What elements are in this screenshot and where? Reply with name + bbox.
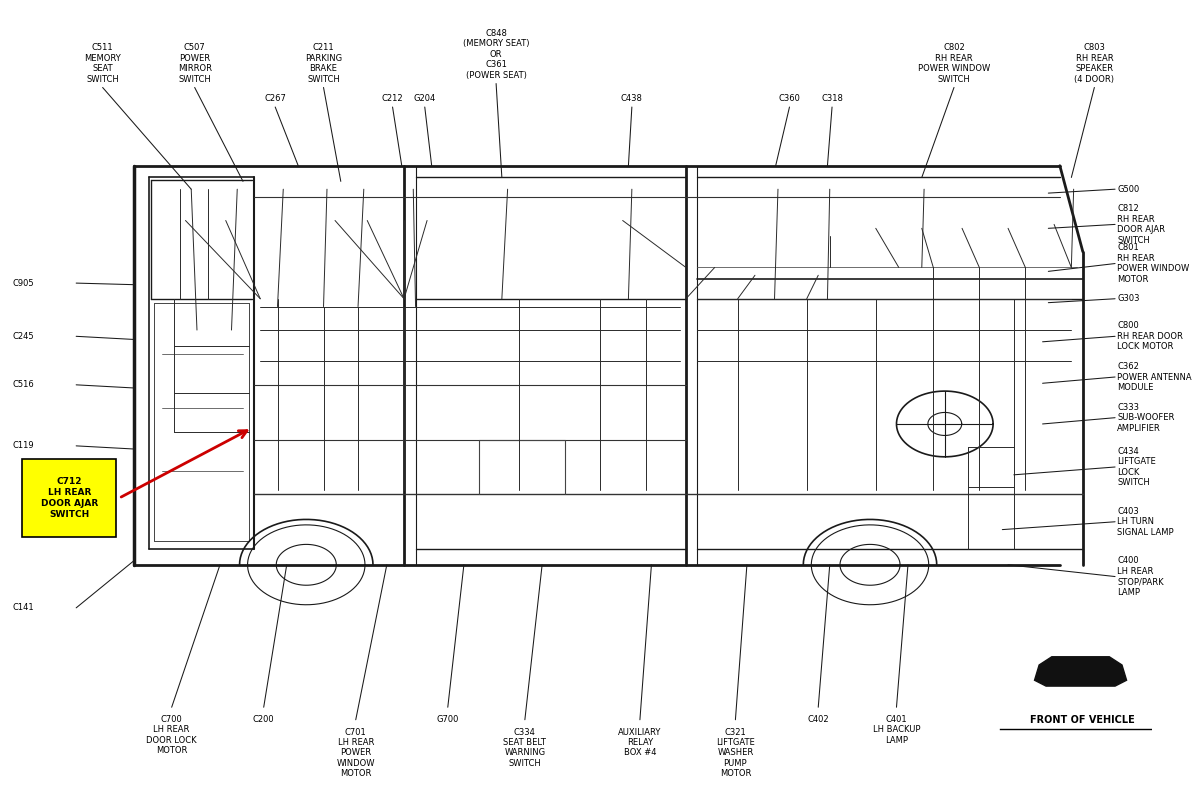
Text: C700
LH REAR
DOOR LOCK
MOTOR: C700 LH REAR DOOR LOCK MOTOR bbox=[146, 715, 197, 756]
Text: C516: C516 bbox=[13, 380, 35, 390]
Bar bbox=[22, 459, 116, 538]
Text: C212: C212 bbox=[382, 94, 403, 103]
Text: C400
LH REAR
STOP/PARK
LAMP: C400 LH REAR STOP/PARK LAMP bbox=[1117, 557, 1164, 596]
Text: C905: C905 bbox=[13, 279, 35, 287]
Text: C812
RH REAR
DOOR AJAR
SWITCH: C812 RH REAR DOOR AJAR SWITCH bbox=[1117, 204, 1165, 245]
Text: C438: C438 bbox=[620, 94, 643, 103]
Text: C362
POWER ANTENNA
MODULE: C362 POWER ANTENNA MODULE bbox=[1117, 362, 1192, 392]
Text: C701
LH REAR
POWER
WINDOW
MOTOR: C701 LH REAR POWER WINDOW MOTOR bbox=[336, 728, 374, 779]
Text: C402: C402 bbox=[808, 715, 829, 724]
Text: C403
LH TURN
SIGNAL LAMP: C403 LH TURN SIGNAL LAMP bbox=[1117, 507, 1174, 537]
Text: C712
LH REAR
DOOR AJAR
SWITCH: C712 LH REAR DOOR AJAR SWITCH bbox=[41, 477, 98, 520]
Text: C119: C119 bbox=[13, 441, 35, 451]
Text: C434
LIFTGATE
LOCK
SWITCH: C434 LIFTGATE LOCK SWITCH bbox=[1117, 447, 1156, 487]
Text: C511
MEMORY
SEAT
SWITCH: C511 MEMORY SEAT SWITCH bbox=[84, 44, 121, 83]
Text: AUXILIARY
RELAY
BOX #4: AUXILIARY RELAY BOX #4 bbox=[618, 728, 661, 757]
Text: C803
RH REAR
SPEAKER
(4 DOOR): C803 RH REAR SPEAKER (4 DOOR) bbox=[1074, 44, 1115, 83]
Text: C800
RH REAR DOOR
LOCK MOTOR: C800 RH REAR DOOR LOCK MOTOR bbox=[1117, 322, 1183, 351]
Text: C141: C141 bbox=[13, 604, 35, 612]
Text: C245: C245 bbox=[13, 332, 35, 341]
Text: FRONT OF VEHICLE: FRONT OF VEHICLE bbox=[1031, 715, 1135, 725]
Text: G500: G500 bbox=[1117, 185, 1140, 194]
Text: C401
LH BACKUP
LAMP: C401 LH BACKUP LAMP bbox=[872, 715, 920, 744]
Text: C334
SEAT BELT
WARNING
SWITCH: C334 SEAT BELT WARNING SWITCH bbox=[504, 728, 546, 767]
Text: C802
RH REAR
POWER WINDOW
SWITCH: C802 RH REAR POWER WINDOW SWITCH bbox=[918, 44, 990, 83]
Text: C200: C200 bbox=[253, 715, 275, 724]
Text: C318: C318 bbox=[821, 94, 842, 103]
Text: G204: G204 bbox=[414, 94, 436, 103]
Text: C267: C267 bbox=[264, 94, 286, 103]
Text: G303: G303 bbox=[1117, 295, 1140, 303]
Text: G700: G700 bbox=[437, 715, 458, 724]
Text: C507
POWER
MIRROR
SWITCH: C507 POWER MIRROR SWITCH bbox=[178, 44, 211, 83]
Text: C333
SUB-WOOFER
AMPLIFIER: C333 SUB-WOOFER AMPLIFIER bbox=[1117, 403, 1175, 432]
Text: C360: C360 bbox=[779, 94, 800, 103]
Text: C801
RH REAR
POWER WINDOW
MOTOR: C801 RH REAR POWER WINDOW MOTOR bbox=[1117, 243, 1189, 284]
Text: C848
(MEMORY SEAT)
OR
C361
(POWER SEAT): C848 (MEMORY SEAT) OR C361 (POWER SEAT) bbox=[463, 29, 529, 80]
Polygon shape bbox=[1034, 657, 1127, 686]
Text: C211
PARKING
BRAKE
SWITCH: C211 PARKING BRAKE SWITCH bbox=[305, 44, 342, 83]
Text: C321
LIFTGATE
WASHER
PUMP
MOTOR: C321 LIFTGATE WASHER PUMP MOTOR bbox=[716, 728, 755, 779]
